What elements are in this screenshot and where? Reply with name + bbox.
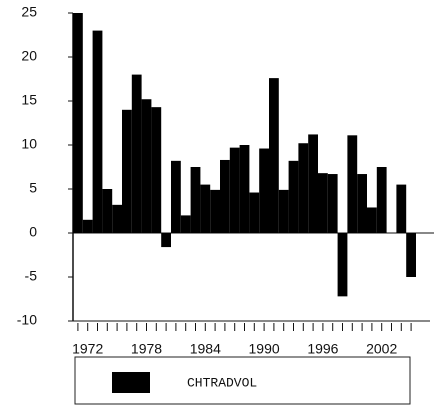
x-tick-label: 1990 — [249, 341, 280, 357]
x-tick-label: 1978 — [131, 341, 162, 357]
bar — [376, 167, 387, 233]
bar — [367, 207, 377, 233]
bar — [259, 148, 269, 233]
y-tick-label: 20 — [21, 48, 37, 64]
bar — [102, 189, 113, 233]
bar — [210, 189, 220, 233]
bar — [298, 143, 309, 233]
bar — [239, 145, 250, 233]
bar — [269, 78, 279, 234]
y-tick-label: 25 — [21, 4, 37, 20]
bar — [396, 184, 407, 233]
y-tick-label: -10 — [17, 312, 37, 328]
legend-swatch — [112, 372, 150, 393]
bar — [278, 189, 289, 233]
bar — [229, 147, 240, 233]
y-tick-label: -5 — [25, 268, 38, 284]
bar — [347, 135, 358, 233]
bar — [220, 159, 230, 233]
bar — [327, 174, 338, 233]
bar — [171, 160, 181, 233]
bar — [112, 204, 122, 233]
bar — [200, 184, 211, 233]
legend-box — [74, 356, 411, 405]
bar — [92, 30, 103, 233]
bar — [190, 167, 201, 233]
bar — [406, 233, 416, 277]
bar — [161, 233, 171, 248]
legend-label: CHTRADVOL — [187, 375, 257, 390]
bar — [308, 134, 318, 233]
x-tick-label: 1972 — [72, 341, 103, 357]
bar — [141, 99, 152, 234]
bar — [318, 173, 328, 233]
bar — [337, 233, 348, 297]
y-tick-label: 0 — [29, 224, 37, 240]
bar — [73, 13, 83, 233]
bar — [82, 219, 93, 233]
bar — [180, 215, 191, 233]
bar — [288, 160, 299, 233]
y-tick-label: 5 — [29, 180, 37, 196]
x-tick-label: 1984 — [190, 341, 221, 357]
bar — [151, 107, 162, 233]
bar — [122, 109, 132, 233]
x-tick-label: 1996 — [307, 341, 338, 357]
bar — [357, 174, 367, 233]
y-tick-label: 15 — [21, 92, 37, 108]
x-tick-label: 2002 — [366, 341, 397, 357]
y-tick-label: 10 — [21, 136, 37, 152]
bar — [249, 192, 260, 233]
bar — [131, 74, 142, 233]
